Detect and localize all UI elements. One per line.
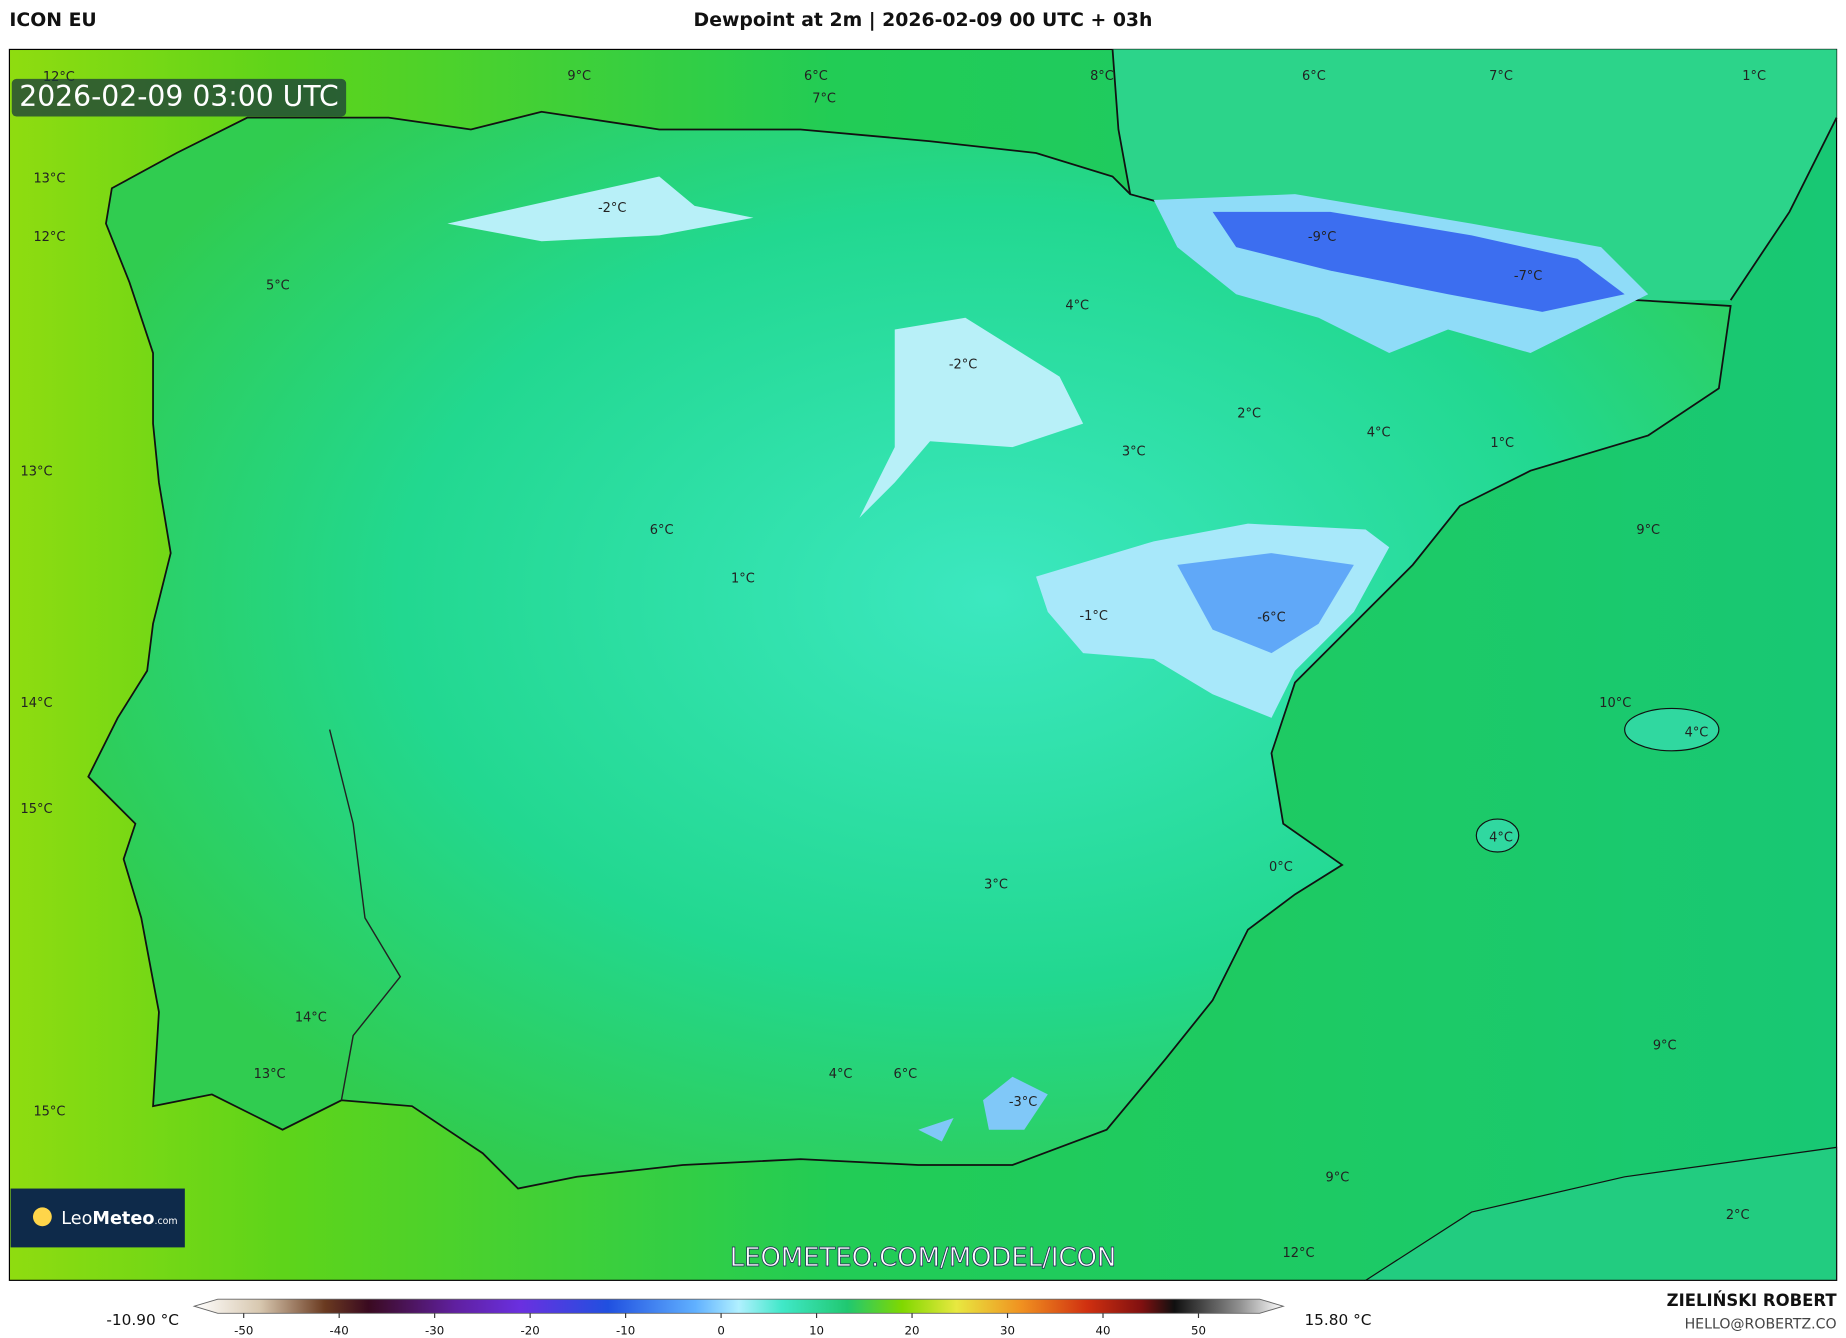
iberia: [87, 110, 1732, 1190]
colorbar-min: -10.90 °C: [106, 1311, 179, 1329]
temperature-label: 4°C: [1685, 726, 1709, 741]
cold-core: [1212, 211, 1625, 312]
temperature-label: 6°C: [1302, 69, 1326, 84]
temperature-label: 15°C: [33, 1105, 65, 1120]
cold-area: [918, 1076, 1048, 1142]
colorbar-tick-label: 50: [1191, 1323, 1206, 1337]
map: 12°C 9°C 6°C 7°C 8°C 6°C 7°C 1°C 13°C 12°C 5°C -2°C…: [8, 48, 1838, 1281]
temperature-labels: 12°C 9°C 6°C 7°C 8°C 6°C 7°C 1°C 13°C 12°C 5°C -2°C…: [21, 69, 1767, 1261]
colorbar-tick-label: 10: [809, 1323, 824, 1337]
temperature-label: -2°C: [598, 201, 626, 216]
border: [328, 729, 402, 1101]
temperature-label: -1°C: [1080, 609, 1108, 624]
temperature-label: -2°C: [949, 357, 977, 372]
temperature-label: 1°C: [1490, 436, 1514, 451]
logo-text: LeoMeteo.com: [61, 1209, 177, 1229]
colorbar-tick-label: 20: [905, 1323, 920, 1337]
temperature-label: 2°C: [1237, 407, 1261, 422]
temperature-label: 14°C: [295, 1010, 327, 1025]
temperature-label: 9°C: [1653, 1039, 1677, 1054]
temperature-label: 0°C: [1269, 860, 1293, 875]
temperature-label: 4°C: [1367, 426, 1391, 441]
africa: [1363, 1146, 1838, 1281]
island: [1624, 707, 1720, 752]
temperature-label: 4°C: [1489, 830, 1513, 845]
logo-sun: [32, 1207, 52, 1227]
watermark: LEOMETEO.COM/MODEL/ICON: [730, 1243, 1117, 1273]
colorbar-tick-label: 30: [1000, 1323, 1015, 1337]
temperature-label: 9°C: [567, 69, 591, 84]
temperature-label: 13°C: [254, 1067, 286, 1082]
temperature-label: 5°C: [266, 278, 290, 293]
coast: [1111, 49, 1838, 301]
temperature-label: 9°C: [1636, 523, 1660, 538]
temperature-label: 15°C: [21, 802, 53, 817]
colorbar-ticks: -50 -40 -30 -20 -10 0 10 20 30 40 50: [234, 1313, 1206, 1337]
colorbar-tick-label: 0: [717, 1323, 725, 1337]
temperature-label: 14°C: [21, 696, 53, 711]
timestamp-box: [11, 78, 347, 117]
colorbar-max: 15.80 °C: [1304, 1311, 1371, 1329]
model-name: ICON EU: [9, 10, 96, 31]
temperature-label: -7°C: [1514, 269, 1542, 284]
temperature-label: 6°C: [893, 1067, 917, 1082]
temperature-label: 1°C: [731, 571, 755, 586]
cold-core: [1177, 553, 1354, 654]
colorbar-tick-label: -10: [616, 1323, 635, 1337]
colorbar-tick-label: -50: [234, 1323, 253, 1337]
temperature-label: 7°C: [812, 91, 836, 106]
logo-leo: Leo: [61, 1209, 92, 1229]
temperature-label: 12°C: [1283, 1246, 1315, 1261]
temperature-label: 9°C: [1326, 1170, 1350, 1185]
temperature-label: 3°C: [1122, 444, 1146, 459]
island: [1475, 818, 1520, 853]
colorbar-tick-label: 40: [1096, 1323, 1111, 1337]
colorbar-tick-label: -30: [425, 1323, 444, 1337]
temperature-label: 8°C: [1090, 69, 1114, 84]
timestamp: 2026-02-09 03:00 UTC: [19, 80, 338, 113]
temperature-label: 4°C: [829, 1067, 853, 1082]
temperature-label: 13°C: [33, 171, 65, 186]
temperature-label: 3°C: [984, 877, 1008, 892]
cold-area: [447, 176, 754, 242]
temperature-label: -6°C: [1257, 610, 1285, 625]
map-title: Dewpoint at 2m | 2026-02-09 00 UTC + 03h: [694, 10, 1153, 31]
temperature-label: 12°C: [33, 230, 65, 245]
colorbar: [192, 1298, 1285, 1314]
temperature-label: 1°C: [1742, 69, 1766, 84]
temperature-label: -3°C: [1009, 1095, 1037, 1110]
logo-meteo: Meteo: [92, 1209, 154, 1229]
temperature-label: 6°C: [804, 69, 828, 84]
france: [1112, 49, 1837, 301]
colorbar-tick-label: -40: [330, 1323, 349, 1337]
temperature-label: 4°C: [1065, 298, 1089, 313]
colorbar-tick-label: -20: [521, 1323, 540, 1337]
temperature-label: -9°C: [1308, 230, 1336, 245]
logo-suffix: .com: [154, 1216, 177, 1227]
email: HELLO@ROBERTZ.CO: [1685, 1317, 1837, 1333]
temperature-label: 2°C: [1726, 1208, 1750, 1223]
author: ZIELIŃSKI ROBERT: [1667, 1291, 1838, 1310]
temperature-label: 10°C: [1599, 696, 1631, 711]
temperature-label: 7°C: [1489, 69, 1513, 84]
cold-area: [859, 317, 1084, 518]
temperature-label: 13°C: [21, 464, 53, 479]
temperature-label: 6°C: [650, 523, 674, 538]
